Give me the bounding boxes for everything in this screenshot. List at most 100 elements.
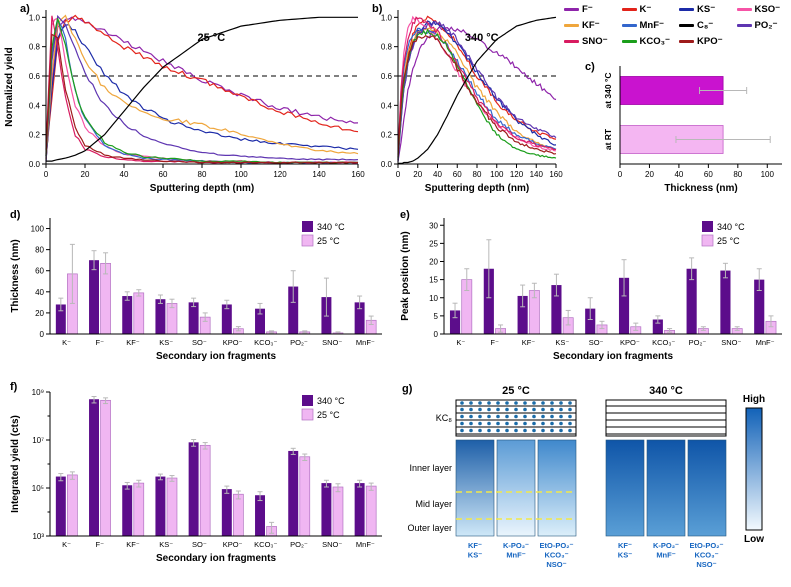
row-label: Outer layer bbox=[407, 523, 452, 533]
legend-item-KSO⁻: KSO⁻ bbox=[736, 4, 791, 15]
legend-swatch-340 °C bbox=[702, 221, 713, 232]
bar-PO₂⁻-25 °C bbox=[299, 456, 311, 537]
intercalant-dot bbox=[541, 428, 545, 433]
panel-label: c) bbox=[585, 61, 595, 73]
intercalant-dot bbox=[559, 414, 563, 419]
intercalant-dot bbox=[568, 407, 572, 412]
fragment-group-label: NSO⁻ bbox=[546, 560, 566, 569]
panel-e-peak-position-bar: 0 5 10 15 20 25 30 K⁻ F⁻ KF⁻ KS⁻ SO⁻ KPO⁻ KCO₃⁻ PO₂⁻ SN… bbox=[400, 209, 782, 362]
intercalant-dot bbox=[532, 407, 536, 412]
intercalant-dot bbox=[532, 401, 536, 405]
layer-column bbox=[605, 439, 645, 537]
line-series-F⁻ bbox=[397, 25, 557, 162]
legend-item-label: MnF⁻ bbox=[639, 20, 665, 31]
intercalant-dot bbox=[469, 414, 473, 419]
line-series-C₈⁻ bbox=[46, 16, 358, 162]
colorbar-low-label: Low bbox=[744, 534, 764, 545]
category-label: KPO⁻ bbox=[223, 540, 243, 549]
x-tick-label: 60 bbox=[453, 170, 462, 179]
intercalant-dot bbox=[514, 428, 518, 433]
category-label: KPO⁻ bbox=[223, 338, 243, 347]
y-tick-label: 0.2 bbox=[381, 131, 393, 140]
legend-item-PO₂⁻: PO₂⁻ bbox=[736, 20, 791, 31]
category-label: SO⁻ bbox=[192, 540, 207, 549]
category-label: SO⁻ bbox=[192, 338, 207, 347]
legend-swatch-25 °C bbox=[301, 234, 314, 247]
bar-MnF⁻-340 °C bbox=[754, 279, 765, 334]
bar-SNO⁻-340 °C bbox=[720, 270, 731, 334]
y-tick-label: 10⁵ bbox=[32, 484, 44, 493]
legend-item-label: C₈⁻ bbox=[697, 20, 714, 31]
y-tick-label: 0.2 bbox=[29, 131, 41, 140]
colorbar bbox=[745, 407, 763, 531]
fragment-group-label: MnF⁻ bbox=[656, 551, 675, 560]
category-label: K⁻ bbox=[456, 338, 465, 347]
column-header-25c: 25 °C bbox=[502, 385, 530, 397]
y-tick-label: 10⁷ bbox=[32, 436, 44, 445]
bar-SO⁻-340 °C bbox=[188, 302, 199, 334]
row-label: Inner layer bbox=[409, 463, 452, 473]
y-tick-label: 10 bbox=[429, 294, 438, 303]
x-tick-label: 20 bbox=[645, 170, 654, 179]
intercalant-dot bbox=[487, 414, 491, 419]
line-series-KPO⁻ bbox=[397, 34, 557, 158]
line-series-PO₂⁻ bbox=[45, 14, 359, 161]
bar-PO₂⁻-340 °C bbox=[288, 286, 299, 334]
legend-item-label: KS⁻ bbox=[697, 4, 716, 15]
layer-column bbox=[455, 439, 495, 537]
y-tick-label: 1.0 bbox=[381, 13, 393, 22]
y-tick-label: 25 bbox=[429, 239, 438, 248]
category-label: F⁻ bbox=[96, 540, 105, 549]
bar-F⁻-340 °C bbox=[89, 399, 99, 536]
intercalant-dot bbox=[541, 407, 545, 412]
y-tick-label: 0.0 bbox=[381, 160, 393, 169]
legend-item-KF⁻: KF⁻ bbox=[564, 20, 618, 31]
intercalant-dot bbox=[469, 428, 473, 433]
temperature-annotation: 340 °C bbox=[465, 32, 499, 44]
x-tick-label: 80 bbox=[473, 170, 482, 179]
y-axis-label: Integrated yield (cts) bbox=[10, 415, 21, 513]
legend-item-label: KSO⁻ bbox=[754, 4, 781, 15]
kc8-box bbox=[605, 399, 727, 437]
legend-label: 340 °C bbox=[717, 222, 745, 232]
bar-SNO⁻-340 °C bbox=[321, 483, 332, 536]
legend-label: 25 °C bbox=[317, 236, 340, 246]
category-label: at 340 °C bbox=[603, 72, 613, 108]
panel-label: g) bbox=[402, 383, 413, 395]
fragment-group-label: KCO₃⁻ bbox=[694, 551, 718, 560]
x-tick-label: 40 bbox=[120, 170, 129, 179]
legend-item-F⁻: F⁻ bbox=[564, 4, 618, 15]
intercalant-dot bbox=[487, 421, 491, 426]
fragment-group-label: KCO₃⁻ bbox=[544, 551, 568, 560]
y-tick-label: 0.4 bbox=[381, 101, 393, 110]
panel-b-depth-profile-340c: 0.0 0.2 0.4 0.6 0.8 1.0 0 20 40 60 80 100 120 140 160 S… bbox=[372, 3, 563, 194]
legend-label: 340 °C bbox=[317, 396, 345, 406]
bar-SO⁻-340 °C bbox=[585, 308, 596, 334]
legend-line-swatch bbox=[679, 40, 694, 43]
bar-SO⁻-25 °C bbox=[199, 444, 211, 537]
intercalant-dot bbox=[523, 407, 527, 412]
y-axis-label: Thickness (nm) bbox=[10, 239, 21, 312]
x-axis-label: Secondary ion fragments bbox=[156, 351, 276, 362]
intercalant-dot bbox=[514, 407, 518, 412]
intercalant-dot bbox=[559, 401, 563, 405]
legend-line-swatch bbox=[736, 8, 752, 11]
bar-KS⁻-25 °C bbox=[166, 477, 178, 537]
panel-label: a) bbox=[20, 3, 30, 15]
legend-item-label: PO₂⁻ bbox=[754, 20, 778, 31]
category-label: MnF⁻ bbox=[356, 540, 375, 549]
intercalant-dot bbox=[460, 421, 464, 426]
x-tick-label: 140 bbox=[312, 170, 326, 179]
fragment-group-label: KF⁻ bbox=[468, 541, 482, 550]
legend-item-label: SNO⁻ bbox=[582, 36, 608, 47]
panel-c-thickness-hbar: at 340 °C at RT 0 20 40 60 80 100 Thickness (nm)… bbox=[585, 61, 782, 194]
legend-item-label: F⁻ bbox=[582, 4, 593, 15]
fragment-group-label: KS⁻ bbox=[468, 551, 482, 560]
legend-item-KCO₃⁻: KCO₃⁻ bbox=[621, 36, 676, 47]
fragment-group-label: KS⁻ bbox=[618, 551, 632, 560]
bar-KPO⁻-25 °C bbox=[233, 493, 244, 537]
intercalant-dot bbox=[460, 428, 464, 433]
colorbar-high-label: High bbox=[743, 394, 765, 405]
y-tick-label: 0.4 bbox=[29, 101, 41, 110]
legend-item-label: KPO⁻ bbox=[697, 36, 723, 47]
